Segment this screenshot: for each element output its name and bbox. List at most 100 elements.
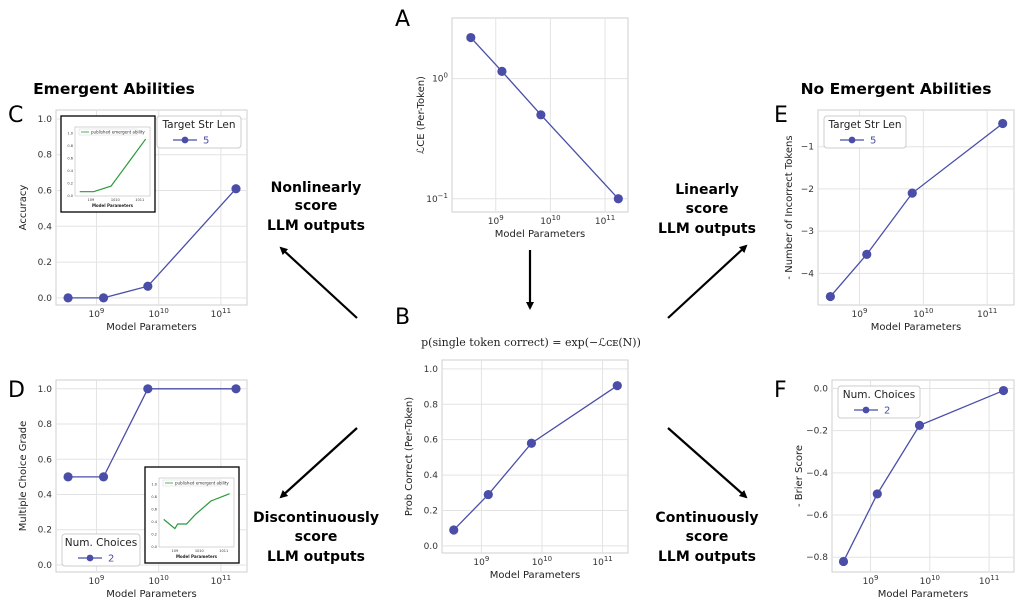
y-tick-label: −0.6 [806,511,828,521]
y-tick-label: 1.0 [38,385,53,395]
inset-y-tick: 0.8 [67,144,73,148]
data-point [872,489,882,499]
data-point [143,384,153,394]
inset-legend-entry: published emergent ability [91,130,145,135]
y-axis-label: Multiple Choice Grade [18,421,29,531]
charts-layer: 109 1010 1011 100 10−1 Model Parameters ℒCE (P… [18,17,1015,600]
inset-x-tick: 109 [88,198,95,202]
y-tick-label: 0.8 [38,151,53,161]
inset-x-tick: 1010 [195,549,204,553]
inset-d-inset: 0.0 0.2 0.4 0.6 0.8 1.0 109 1010 1011 published e… [144,466,240,564]
x-tick-label: 109 [852,307,868,320]
legend-marker [848,136,856,144]
svg-text:Linearly: Linearly [675,182,738,198]
legend: Target Str Len 5 [823,115,907,149]
y-axis-label: - Number of Incorrect Tokens [784,135,795,279]
y-axis-label: Prob Correct (Per-Token) [404,397,415,516]
series-line [68,388,236,478]
legend-marker [181,136,189,144]
svg-text:Continuously: Continuously [655,510,758,526]
svg-text:score: score [686,201,729,217]
data-point [825,291,835,302]
x-tick-label: 109 [863,574,879,587]
data-point [449,525,459,535]
y-axis-label: ℒCE (Per-Token) [416,76,427,154]
legend-entry: 2 [108,554,114,565]
data-point [907,188,917,198]
series-line [470,37,619,200]
data-point [98,293,109,303]
chart-e: 109 1010 1011 −1 −2 −3 −4 Model Parameters - Num… [784,109,1015,333]
svg-text:Nonlinearly: Nonlinearly [271,180,362,196]
y-tick-label: 0.4 [38,222,53,232]
panel-label-b: B [395,305,410,330]
inset-series-line [163,493,230,530]
x-axis-label: Model Parameters [878,589,968,600]
y-tick-label: −3 [801,227,814,237]
x-tick-label: 109 [488,214,504,227]
svg-text:LLM outputs: LLM outputs [658,221,756,237]
inset-x-label: Model Parameters [92,203,134,208]
y-tick-label: −2 [801,185,814,195]
svg-text:score: score [686,529,729,545]
inset-y-tick: 0.4 [151,520,157,524]
caption-nonlinearly: Nonlinearly score LLM outputs [267,180,365,234]
y-tick-label: 100 [432,72,448,85]
y-tick-label: −0.2 [806,427,828,437]
y-tick-label: 0.8 [38,420,53,430]
x-tick-label: 1010 [148,574,168,587]
inset-legend-box [162,479,222,487]
y-tick-label: 10−1 [426,192,448,205]
inset-y-tick: 1.0 [151,482,157,486]
data-point [536,110,546,120]
panel-label-f: F [774,378,787,403]
x-axis-label: Model Parameters [106,322,196,333]
panel-label-a: A [395,7,410,32]
chart-f: 109 1010 1011 0.0 −0.2 −0.4 −0.6 −0.8 Model Para… [794,379,1015,600]
caption-continuously: Continuously score LLM outputs [655,510,758,565]
x-tick-label: 1011 [211,307,231,320]
x-axis-label: Model Parameters [871,322,961,333]
chart-a: 109 1010 1011 100 10−1 Model Parameters ℒCE (P… [416,17,629,240]
y-tick-label: 0.0 [38,561,53,571]
panel-label-e: E [774,103,788,128]
svg-text:LLM outputs: LLM outputs [658,549,756,565]
svg-text:LLM outputs: LLM outputs [267,218,365,234]
inset-x-label: Model Parameters [176,554,218,559]
x-tick-label: 1010 [920,574,940,587]
y-axis-label: Accuracy [18,185,29,231]
inset-y-tick: 1.0 [67,131,73,135]
series-line [829,122,1004,297]
x-tick-label: 1011 [977,307,997,320]
series-line [68,188,237,299]
y-tick-label: −1 [801,143,814,153]
y-tick-label: 1.0 [424,365,439,375]
formula-b: p(single token correct) = exp(−ℒᴄᴇ(N)) [421,336,641,349]
legend-title: Target Str Len [161,119,235,131]
x-tick-label: 109 [473,555,489,568]
inset-y-tick: 0.2 [151,532,157,536]
data-point [497,66,507,76]
x-tick-label: 109 [88,307,104,320]
data-point [63,293,73,303]
data-point [231,184,241,194]
inset-y-tick: 0.6 [151,507,157,511]
y-tick-label: 0.4 [424,471,439,481]
inset-plot-area [74,126,151,197]
inset-y-tick: 0.2 [67,181,73,185]
arrow-to-c [279,246,358,319]
inset-x-tick: 1011 [219,549,228,553]
x-tick-label: 1011 [592,555,612,568]
x-tick-label: 1011 [595,214,615,227]
y-tick-label: 0.6 [38,187,53,197]
svg-text:score: score [295,529,338,545]
data-point [998,118,1008,129]
y-tick-label: −4 [801,269,815,279]
inset-x-tick: 1010 [111,198,120,202]
legend-entry: 2 [884,406,890,417]
legend-title: Num. Choices [65,537,137,549]
y-tick-label: −0.8 [806,553,828,563]
legend-marker [862,406,870,414]
y-tick-label: 0.6 [424,436,439,446]
